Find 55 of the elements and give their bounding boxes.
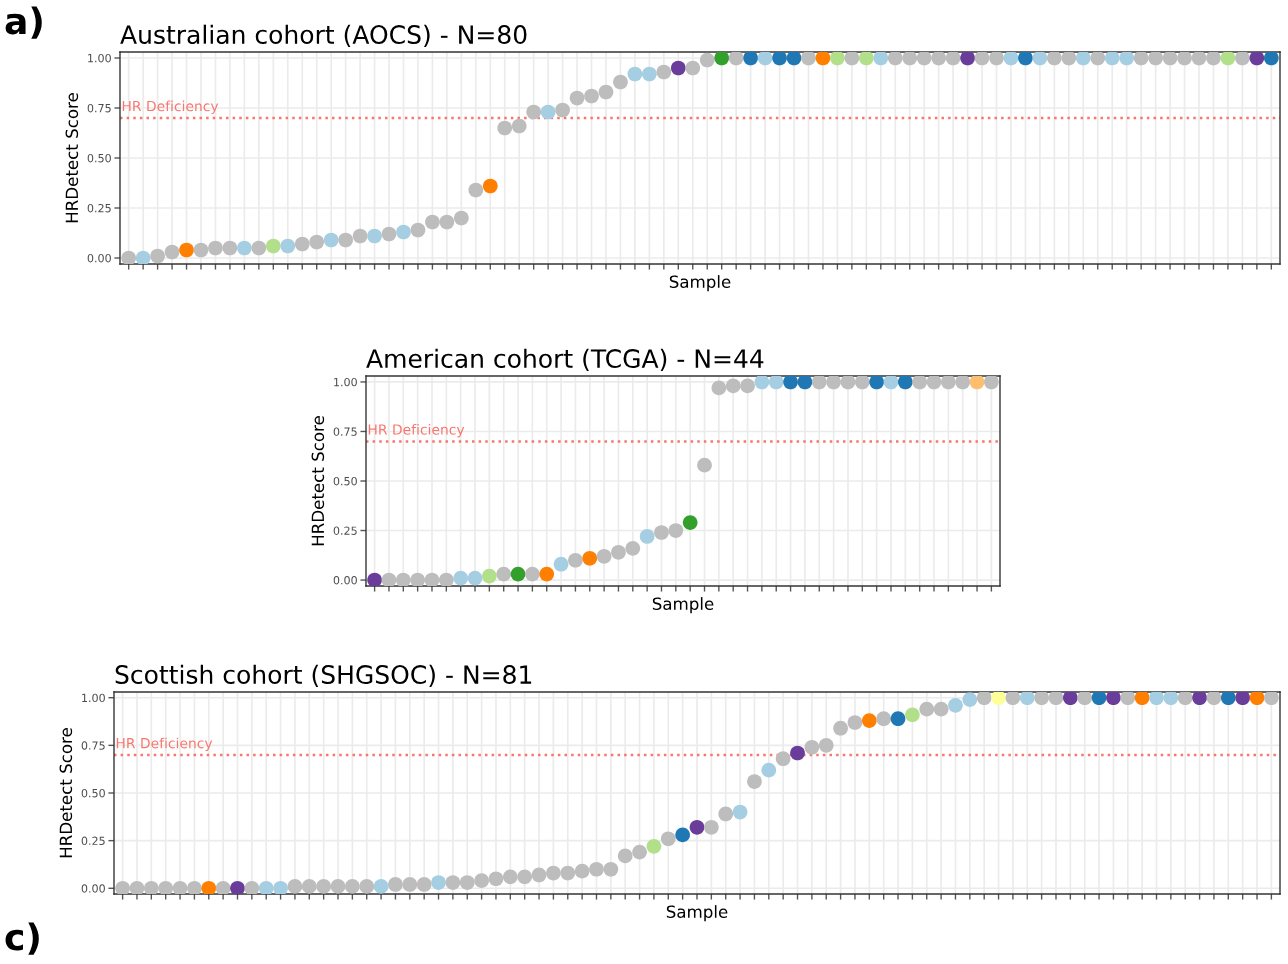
point	[984, 376, 999, 390]
point	[467, 570, 483, 586]
y-axis-title: HRDetect Score	[59, 728, 73, 858]
point	[926, 376, 942, 390]
chart-title: American cohort (TCGA) - N=44	[366, 348, 764, 371]
point	[625, 541, 641, 556]
point	[797, 376, 813, 390]
point	[725, 378, 741, 394]
x-axis-title: Sample	[652, 597, 714, 614]
point	[496, 566, 512, 582]
point	[740, 378, 755, 394]
point	[381, 572, 397, 586]
point	[869, 376, 884, 390]
point	[754, 376, 770, 390]
point	[768, 376, 784, 390]
point	[811, 376, 827, 390]
point	[596, 548, 612, 564]
point	[539, 566, 555, 582]
point	[525, 566, 540, 582]
y-axis-title: HRDetect Score	[65, 93, 79, 223]
point	[912, 376, 928, 390]
point	[897, 376, 913, 390]
chart-title: Australian cohort (AOCS) - N=80	[120, 24, 527, 47]
point	[682, 515, 698, 530]
point	[424, 572, 440, 586]
point	[826, 376, 841, 390]
point	[941, 376, 956, 390]
y-axis-title: HRDetect Score	[311, 416, 325, 546]
text: a)	[5, 6, 42, 39]
point	[611, 544, 626, 560]
text: c)	[5, 922, 39, 955]
point	[668, 523, 684, 538]
point	[410, 572, 425, 586]
point	[969, 376, 985, 390]
point	[883, 376, 899, 390]
point	[854, 376, 870, 390]
point	[697, 457, 712, 473]
point	[654, 525, 669, 540]
point	[582, 550, 598, 566]
point	[395, 572, 411, 586]
point	[639, 529, 655, 544]
point	[840, 376, 856, 390]
point	[453, 570, 469, 586]
point	[553, 556, 569, 572]
point	[438, 572, 454, 586]
point	[367, 572, 382, 586]
x-axis-title: Sample	[669, 275, 731, 292]
x-axis-title: Sample	[666, 905, 728, 922]
point	[568, 552, 583, 568]
point	[955, 376, 971, 390]
point	[783, 376, 798, 390]
chart-title: Scottish cohort (SHGSOC) - N=81	[115, 664, 532, 687]
point	[711, 380, 727, 396]
point	[482, 568, 497, 584]
point	[510, 566, 526, 582]
